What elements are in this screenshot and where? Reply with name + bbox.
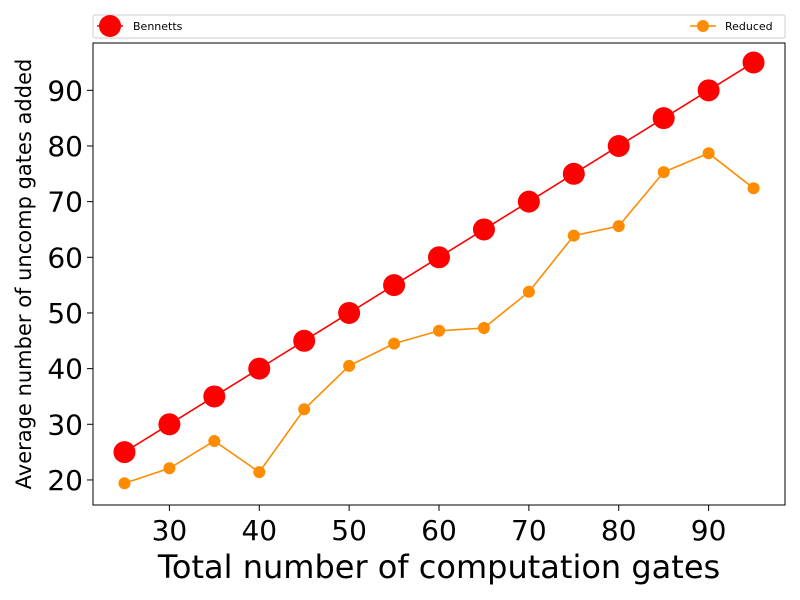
data-point-bennetts	[742, 51, 765, 74]
data-point-bennetts	[607, 134, 630, 157]
data-point-bennetts	[338, 301, 361, 324]
legend-frame	[92, 14, 786, 39]
data-point-bennetts	[562, 162, 585, 185]
data-point-reduced	[567, 229, 580, 242]
data-point-reduced	[208, 434, 221, 447]
data-point-bennetts	[652, 107, 675, 130]
x-axis-ticks: 30 40 50 60 70 80 90	[152, 505, 727, 547]
legend-marker-bennetts	[99, 15, 121, 37]
x-tick-label: 80	[601, 514, 637, 547]
data-point-bennetts	[113, 441, 136, 464]
data-point-bennetts	[428, 246, 450, 269]
y-axis-label: Average number of uncomp gates added	[12, 59, 36, 490]
data-point-reduced	[298, 403, 311, 416]
data-point-reduced	[522, 285, 535, 298]
data-point-bennetts	[158, 413, 181, 436]
data-point-bennetts	[248, 357, 271, 380]
y-tick-label: 80	[47, 130, 83, 163]
x-tick-label: 50	[331, 514, 367, 547]
y-tick-label: 70	[47, 186, 83, 219]
y-tick-label: 60	[47, 241, 83, 274]
y-tick-label: 40	[47, 353, 83, 386]
data-point-reduced	[118, 477, 131, 490]
data-point-reduced	[433, 324, 445, 337]
x-axis-label: Total number of computation gates	[157, 548, 720, 586]
y-axis-ticks: 20 30 40 50 60 70 80 90	[47, 74, 93, 497]
data-point-bennetts	[697, 79, 720, 102]
x-tick-label: 70	[511, 514, 547, 547]
data-point-bennetts	[203, 385, 226, 408]
data-point-bennetts	[293, 329, 316, 352]
legend-label-reduced: Reduced	[725, 20, 773, 33]
data-point-reduced	[388, 337, 401, 350]
data-point-reduced	[657, 166, 670, 179]
data-point-bennetts	[383, 274, 406, 297]
data-point-reduced	[343, 359, 356, 372]
x-tick-label: 60	[421, 514, 457, 547]
data-point-reduced	[747, 182, 760, 195]
data-point-bennetts	[472, 218, 495, 241]
legend-label-bennetts: Bennetts	[133, 20, 183, 33]
series-layer	[113, 51, 765, 490]
x-tick-label: 40	[241, 514, 277, 547]
data-point-reduced	[702, 147, 715, 160]
data-point-reduced	[477, 321, 490, 334]
x-tick-label: 90	[691, 514, 727, 547]
data-point-bennetts	[517, 190, 540, 213]
legend-items: Bennetts Reduced	[97, 15, 773, 37]
data-point-reduced	[253, 466, 266, 479]
data-point-reduced	[163, 462, 176, 475]
legend: Bennetts Reduced	[92, 14, 786, 39]
y-tick-label: 20	[47, 464, 83, 497]
y-tick-label: 50	[47, 297, 83, 330]
x-tick-label: 30	[152, 514, 188, 547]
y-tick-label: 90	[47, 74, 83, 107]
data-point-reduced	[612, 220, 625, 233]
plot-area	[92, 42, 786, 506]
y-tick-label: 30	[47, 408, 83, 441]
legend-marker-reduced	[697, 20, 709, 32]
